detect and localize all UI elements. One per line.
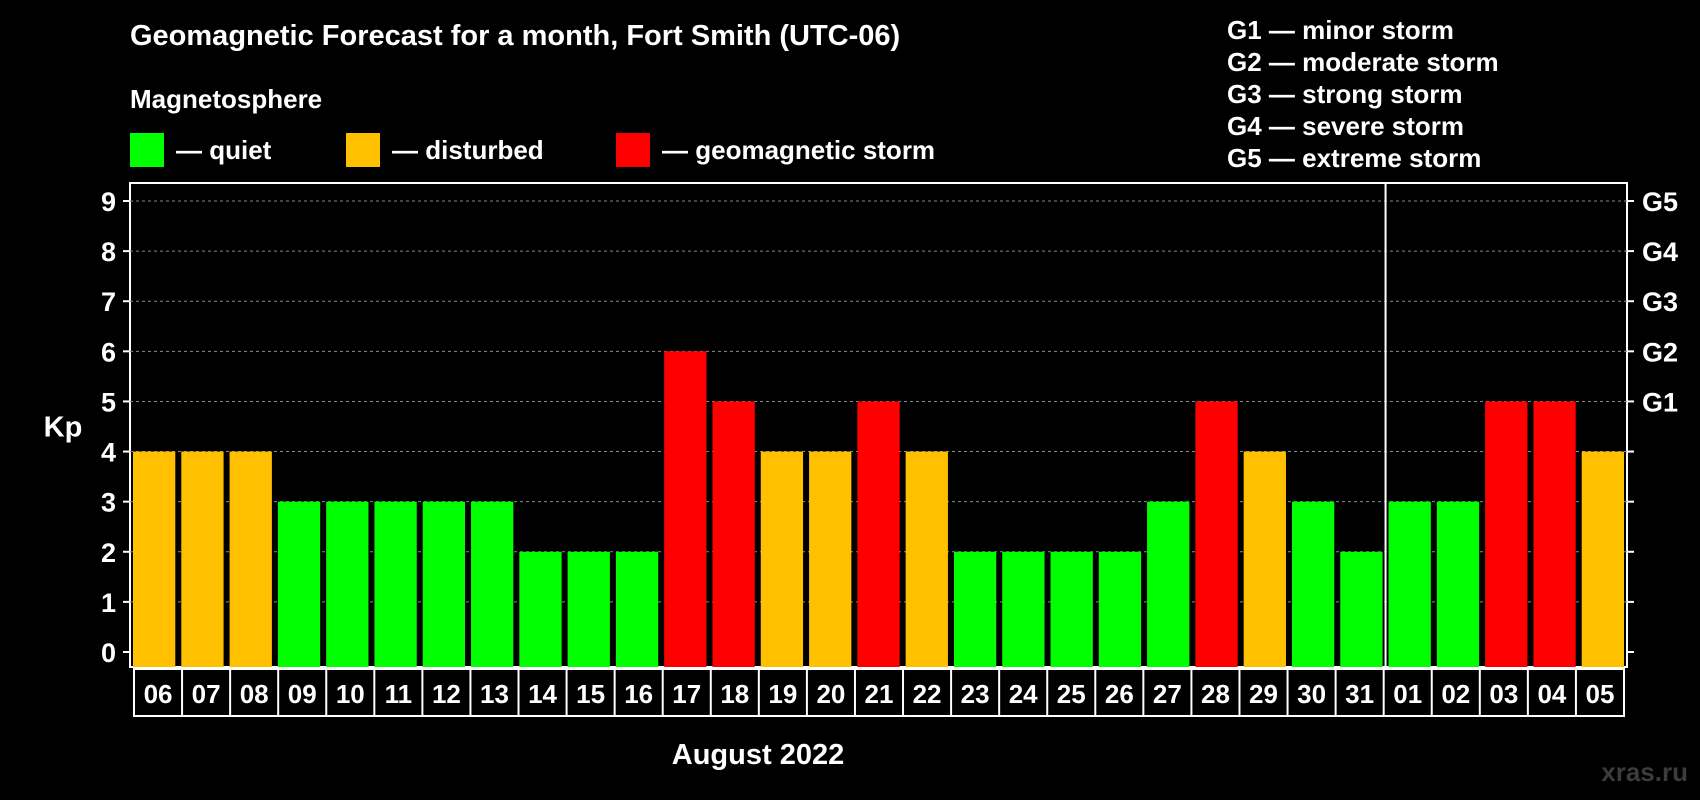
x-tick-label-21: 21 bbox=[865, 679, 894, 709]
y-tick-label: 0 bbox=[101, 638, 116, 668]
legend-item-disturbed: — disturbed bbox=[346, 133, 544, 167]
x-tick-label-06: 06 bbox=[144, 679, 173, 709]
bar-03 bbox=[1485, 401, 1528, 667]
bar-31 bbox=[1340, 551, 1383, 667]
y-axis-label: Kp bbox=[44, 412, 83, 444]
bar-06 bbox=[133, 451, 176, 667]
y-tick-label: 8 bbox=[101, 237, 116, 267]
chart-subtitle: Magnetosphere bbox=[130, 84, 323, 114]
right-tick-label: G5 bbox=[1642, 187, 1678, 217]
x-label-box bbox=[133, 668, 1625, 717]
storm-scale-list: G1 — minor storm G2 — moderate storm G3 … bbox=[1227, 14, 1499, 174]
bar-16 bbox=[615, 551, 659, 667]
bar-09 bbox=[277, 501, 321, 667]
bar-18 bbox=[712, 401, 755, 667]
x-tick-label-25: 25 bbox=[1057, 679, 1086, 709]
x-tick-label-19: 19 bbox=[768, 679, 797, 709]
bar-01 bbox=[1388, 501, 1431, 667]
x-tick-label-07: 07 bbox=[192, 679, 221, 709]
bar-24 bbox=[1002, 551, 1045, 667]
bar-28 bbox=[1195, 401, 1238, 667]
legend-swatch-quiet bbox=[130, 133, 164, 167]
y-tick-label: 4 bbox=[101, 438, 116, 468]
chart-title: Geomagnetic Forecast for a month, Fort S… bbox=[130, 20, 901, 52]
bar-26 bbox=[1098, 551, 1142, 667]
bar-30 bbox=[1291, 501, 1335, 667]
y-tick-label: 2 bbox=[101, 538, 116, 568]
bar-23 bbox=[953, 551, 997, 667]
x-tick-label-22: 22 bbox=[913, 679, 942, 709]
storm-scale-g1: G1 — minor storm bbox=[1227, 15, 1454, 45]
legend-item-quiet: — quiet bbox=[130, 133, 271, 167]
x-tick-label-05: 05 bbox=[1586, 679, 1615, 709]
bar-20 bbox=[809, 451, 852, 667]
x-tick-label-10: 10 bbox=[336, 679, 365, 709]
x-tick-label-12: 12 bbox=[432, 679, 461, 709]
x-tick-label-08: 08 bbox=[240, 679, 269, 709]
x-tick-label-02: 02 bbox=[1441, 679, 1470, 709]
y-tick-label: 6 bbox=[101, 337, 116, 367]
bar-27 bbox=[1147, 501, 1190, 667]
legend-item-storm: — geomagnetic storm bbox=[616, 133, 935, 167]
x-tick-label-28: 28 bbox=[1201, 679, 1230, 709]
y-tick-label: 3 bbox=[101, 488, 116, 518]
watermark: xras.ru bbox=[1601, 757, 1688, 787]
x-tick-label-27: 27 bbox=[1153, 679, 1182, 709]
bar-21 bbox=[857, 401, 900, 667]
x-tick-label-18: 18 bbox=[720, 679, 749, 709]
x-tick-label-30: 30 bbox=[1297, 679, 1326, 709]
x-tick-label-01: 01 bbox=[1393, 679, 1422, 709]
bar-19 bbox=[760, 451, 804, 667]
bar-05 bbox=[1581, 451, 1624, 667]
x-tick-label-15: 15 bbox=[576, 679, 605, 709]
x-tick-label-16: 16 bbox=[624, 679, 653, 709]
legend-label-quiet: — quiet bbox=[176, 134, 272, 165]
storm-scale-g4: G4 — severe storm bbox=[1227, 111, 1465, 141]
y-tick-label: 5 bbox=[101, 387, 116, 417]
x-tick-label-11: 11 bbox=[385, 679, 413, 709]
bar-08 bbox=[229, 451, 272, 667]
storm-scale-g5: G5 — extreme storm bbox=[1227, 143, 1482, 173]
x-tick-label-04: 04 bbox=[1537, 679, 1566, 709]
x-tick-label-20: 20 bbox=[816, 679, 845, 709]
bar-02 bbox=[1436, 501, 1480, 667]
right-tick-label: G4 bbox=[1642, 237, 1678, 267]
y-tick-label: 9 bbox=[101, 187, 116, 217]
x-tick-label-29: 29 bbox=[1249, 679, 1278, 709]
x-tick-label-03: 03 bbox=[1489, 679, 1518, 709]
bar-25 bbox=[1050, 551, 1093, 667]
right-tick-label: G2 bbox=[1642, 337, 1678, 367]
y-tick-label: 7 bbox=[101, 287, 116, 317]
bar-12 bbox=[422, 501, 466, 667]
storm-scale-g2: G2 — moderate storm bbox=[1227, 47, 1499, 77]
bar-17 bbox=[664, 351, 707, 667]
storm-scale-g3: G3 — strong storm bbox=[1227, 79, 1463, 109]
bar-13 bbox=[471, 501, 514, 667]
bar-29 bbox=[1243, 451, 1286, 667]
y-tick-label: 1 bbox=[101, 588, 116, 618]
bar-07 bbox=[181, 451, 224, 667]
bar-11 bbox=[374, 501, 417, 667]
legend-swatch-disturbed bbox=[346, 133, 380, 167]
bar-14 bbox=[519, 551, 562, 667]
bar-22 bbox=[905, 451, 948, 667]
x-tick-label-23: 23 bbox=[961, 679, 990, 709]
x-tick-label-13: 13 bbox=[480, 679, 509, 709]
right-tick-label: G1 bbox=[1642, 387, 1678, 417]
x-tick-label-14: 14 bbox=[528, 679, 557, 709]
bar-15 bbox=[567, 551, 610, 667]
x-tick-label-17: 17 bbox=[672, 679, 701, 709]
x-tick-label-09: 09 bbox=[288, 679, 317, 709]
x-tick-label-31: 31 bbox=[1345, 679, 1374, 709]
x-tick-label-24: 24 bbox=[1009, 679, 1038, 709]
legend-label-storm: — geomagnetic storm bbox=[662, 134, 936, 165]
legend-swatch-storm bbox=[616, 133, 650, 167]
right-tick-label: G3 bbox=[1642, 287, 1678, 317]
bar-10 bbox=[326, 501, 369, 667]
x-axis-label: August 2022 bbox=[672, 739, 844, 771]
bar-04 bbox=[1533, 401, 1576, 667]
legend-label-disturbed: — disturbed bbox=[392, 134, 544, 165]
x-tick-label-26: 26 bbox=[1105, 679, 1134, 709]
